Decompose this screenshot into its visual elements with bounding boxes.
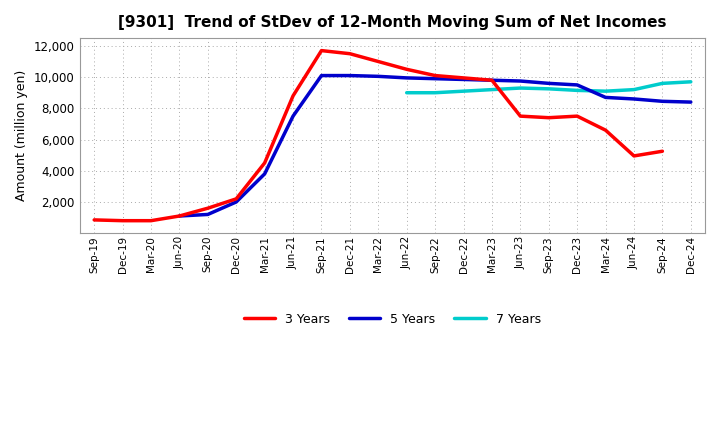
3 Years <box>516 114 525 119</box>
7 Years <box>544 86 553 92</box>
3 Years <box>261 160 269 165</box>
3 Years <box>317 48 325 53</box>
5 Years <box>402 75 411 81</box>
5 Years <box>232 199 240 205</box>
3 Years <box>601 128 610 133</box>
Title: [9301]  Trend of StDev of 12-Month Moving Sum of Net Incomes: [9301] Trend of StDev of 12-Month Moving… <box>118 15 667 30</box>
5 Years <box>487 77 496 83</box>
5 Years <box>686 99 695 105</box>
3 Years <box>204 205 212 211</box>
5 Years <box>431 76 439 81</box>
5 Years <box>317 73 325 78</box>
3 Years <box>459 75 468 81</box>
7 Years <box>686 79 695 84</box>
5 Years <box>630 96 639 102</box>
7 Years <box>459 88 468 94</box>
7 Years <box>402 90 411 95</box>
3 Years <box>630 153 639 158</box>
3 Years <box>374 59 382 64</box>
5 Years <box>374 74 382 79</box>
7 Years <box>516 85 525 91</box>
3 Years <box>289 93 297 99</box>
5 Years <box>601 95 610 100</box>
3 Years <box>175 213 184 219</box>
5 Years <box>261 171 269 176</box>
7 Years <box>487 87 496 92</box>
3 Years <box>573 114 582 119</box>
3 Years <box>658 149 667 154</box>
5 Years <box>289 114 297 119</box>
3 Years <box>232 196 240 202</box>
5 Years <box>658 99 667 104</box>
3 Years <box>431 73 439 78</box>
7 Years <box>573 88 582 93</box>
3 Years <box>402 67 411 72</box>
Y-axis label: Amount (million yen): Amount (million yen) <box>15 70 28 201</box>
7 Years <box>431 90 439 95</box>
3 Years <box>118 218 127 224</box>
3 Years <box>346 51 354 56</box>
5 Years <box>573 82 582 88</box>
3 Years <box>544 115 553 120</box>
5 Years <box>346 73 354 78</box>
5 Years <box>204 212 212 217</box>
5 Years <box>459 77 468 82</box>
5 Years <box>175 213 184 219</box>
Legend: 3 Years, 5 Years, 7 Years: 3 Years, 5 Years, 7 Years <box>239 308 546 331</box>
3 Years <box>487 77 496 83</box>
7 Years <box>658 81 667 86</box>
Line: 3 Years: 3 Years <box>94 51 662 221</box>
3 Years <box>147 218 156 224</box>
Line: 5 Years: 5 Years <box>179 76 690 216</box>
5 Years <box>544 81 553 86</box>
7 Years <box>601 88 610 94</box>
Line: 7 Years: 7 Years <box>407 82 690 93</box>
7 Years <box>630 87 639 92</box>
5 Years <box>516 78 525 84</box>
3 Years <box>90 217 99 223</box>
